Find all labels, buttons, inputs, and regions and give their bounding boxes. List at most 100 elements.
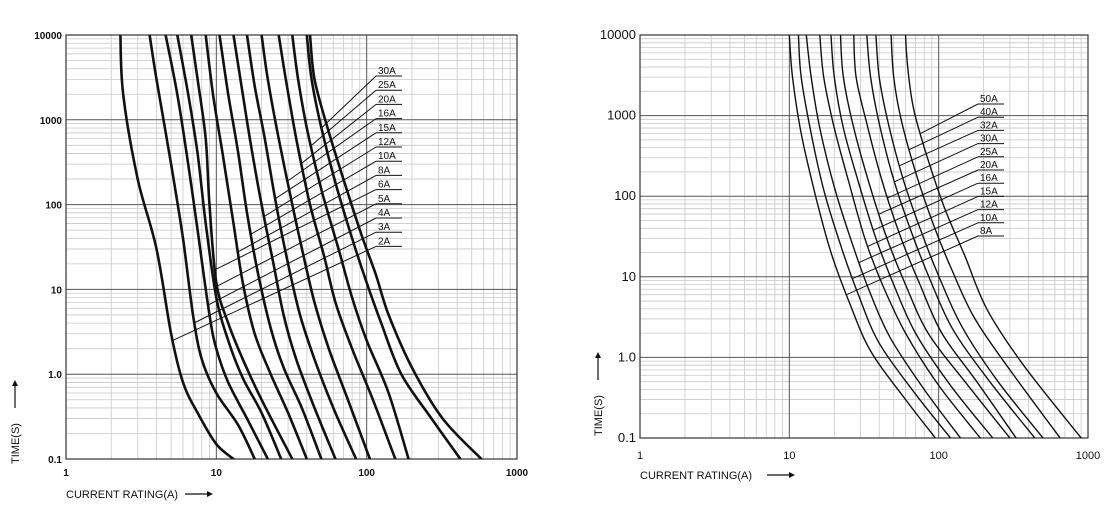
leader-line <box>287 118 377 182</box>
y-tick-label: 10000 <box>34 31 62 42</box>
rating-label-5a: 5A <box>378 194 391 205</box>
leader-line <box>214 203 377 288</box>
y-tick-label: 100 <box>614 188 636 203</box>
rating-label-10a: 10A <box>378 151 396 162</box>
rating-label-20a: 20A <box>378 94 396 105</box>
rating-label-15a: 15A <box>980 186 998 197</box>
rating-label-25a: 25A <box>378 80 396 91</box>
leader-line <box>909 116 979 151</box>
rating-label-30a: 30A <box>980 134 998 145</box>
rating-label-8a: 8A <box>980 226 993 237</box>
series-line-25a <box>291 35 410 459</box>
series-line-3a <box>148 35 256 459</box>
x-axis-label: CURRENT RATING(A) <box>66 489 178 501</box>
rating-label-25a: 25A <box>980 147 998 158</box>
series-line-8a <box>788 35 936 438</box>
y-tick-label: 1.0 <box>48 370 62 381</box>
x-tick-label: 10 <box>211 468 223 479</box>
series-line-16a <box>830 35 994 438</box>
series-line-2a <box>119 35 235 459</box>
x-tick-label: 1000 <box>1076 450 1100 462</box>
rating-label-12a: 12A <box>378 137 396 148</box>
x-axis-arrowhead <box>789 472 795 478</box>
series-group <box>788 35 1082 438</box>
y-axis-label: TIME(S) <box>10 423 22 464</box>
y-axis-label: TIME(S) <box>593 395 605 436</box>
leader-line <box>237 174 377 253</box>
x-tick-label: 1 <box>637 450 643 462</box>
y-tick-label: 1000 <box>607 108 636 123</box>
plot-frame <box>65 34 518 460</box>
rating-label-16a: 16A <box>980 173 998 184</box>
x-tick-label: 1000 <box>506 468 529 479</box>
rating-label-16a: 16A <box>378 109 396 120</box>
chart-left: 1 10 100 1000 0.1 1.0 10 100 1000 10000 CURRENT RA… <box>10 31 529 501</box>
y-tick-label: 1.0 <box>618 349 636 364</box>
series-line-20a <box>839 35 1011 438</box>
rating-labels: 30A 25A 20A 16A 15A 12A 10A 8A 6A 5A 4A 3A 2A <box>172 66 402 341</box>
rating-label-32a: 32A <box>980 120 998 131</box>
y-tick-label: 10 <box>51 285 63 296</box>
rating-label-10a: 10A <box>980 213 998 224</box>
leader-line <box>310 89 377 147</box>
y-tick-label: 0.1 <box>48 455 62 466</box>
leader-line <box>887 156 979 199</box>
leader-line <box>899 129 979 167</box>
leader-line <box>894 143 979 183</box>
leader-line <box>274 132 377 200</box>
rating-label-40a: 40A <box>980 107 998 118</box>
series-line-6a <box>189 35 294 459</box>
y-axis-arrowhead <box>595 352 601 358</box>
rating-labels: 50A 40A 32A 30A 25A 20A 16A 15A 12A 10A 8A <box>846 94 1004 296</box>
series-line-12a <box>232 35 337 459</box>
leader-line <box>846 235 979 296</box>
x-axis-label: CURRENT RATING(A) <box>640 470 752 482</box>
leader-line <box>263 146 377 217</box>
series-line-30a <box>305 35 462 459</box>
series-line-50a <box>904 35 1082 438</box>
series-line-25a <box>853 35 1017 438</box>
leader-line <box>250 160 377 235</box>
grid <box>639 34 1089 439</box>
x-tick-label: 1 <box>63 468 69 479</box>
leader-line <box>858 209 979 263</box>
rating-label-6a: 6A <box>378 180 391 191</box>
series-line-8a <box>204 35 309 459</box>
rating-label-15a: 15A <box>378 123 396 134</box>
series-line-12a <box>805 35 962 438</box>
series-line-30a <box>866 35 1036 438</box>
plot-frame <box>639 34 1089 439</box>
rating-label-30a: 30A <box>378 66 396 77</box>
rating-label-2a: 2A <box>378 236 391 247</box>
y-tick-label: 10 <box>622 269 636 284</box>
rating-label-20a: 20A <box>980 160 998 171</box>
leader-line <box>867 195 979 247</box>
rating-label-50a: 50A <box>980 94 998 105</box>
series-line-5a <box>176 35 283 459</box>
series-line-4a <box>164 35 270 459</box>
y-tick-label: 10000 <box>600 27 636 42</box>
y-tick-label: 0.1 <box>618 430 636 445</box>
leader-line <box>873 182 979 231</box>
grid <box>65 34 518 460</box>
leader-line <box>207 217 377 306</box>
x-axis-arrowhead <box>207 491 213 497</box>
leader-line <box>321 75 377 129</box>
x-tick-label: 100 <box>358 468 375 479</box>
series-line-10a <box>797 35 952 438</box>
leader-line <box>301 104 377 164</box>
leader-line <box>920 103 979 134</box>
y-tick-label: 100 <box>45 201 62 212</box>
rating-label-3a: 3A <box>378 222 391 233</box>
leader-line <box>194 231 377 324</box>
y-tick-label: 1000 <box>40 116 63 127</box>
series-line-32a <box>875 35 1044 438</box>
series-line-15a <box>819 35 981 438</box>
y-axis-arrowhead <box>12 380 18 386</box>
x-tick-label: 100 <box>929 450 947 462</box>
rating-label-12a: 12A <box>980 200 998 211</box>
leader-line <box>852 222 979 280</box>
leader-line <box>878 169 979 215</box>
x-tick-label: 10 <box>783 450 795 462</box>
